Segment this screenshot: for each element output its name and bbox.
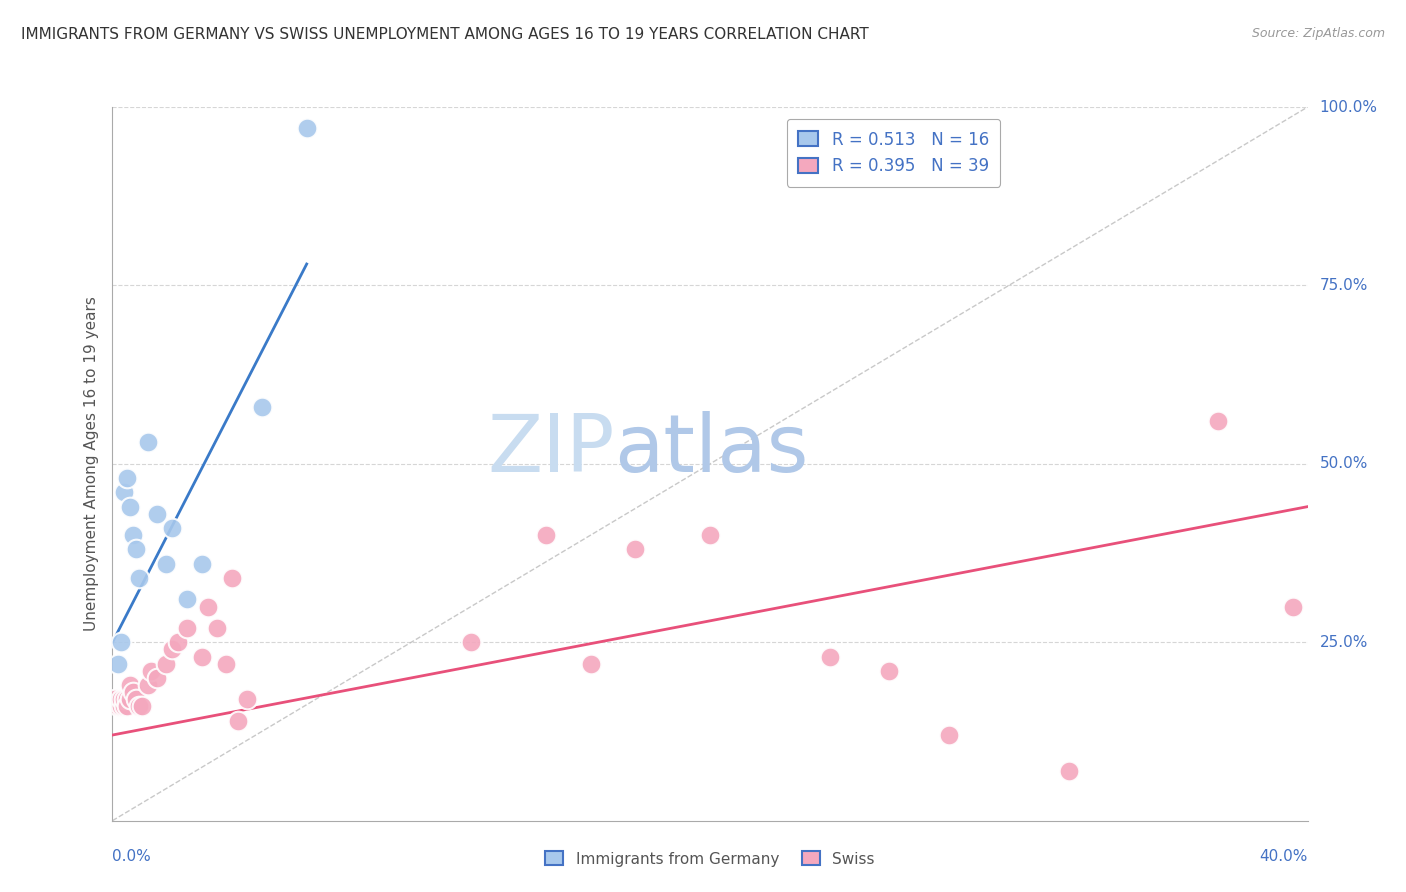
Point	[460, 635, 482, 649]
Text: IMMIGRANTS FROM GERMANY VS SWISS UNEMPLOYMENT AMONG AGES 16 TO 19 YEARS CORRELAT: IMMIGRANTS FROM GERMANY VS SWISS UNEMPLO…	[21, 27, 869, 42]
Point	[107, 699, 129, 714]
Point	[114, 699, 135, 714]
Point	[624, 542, 647, 557]
Point	[114, 485, 135, 500]
Point	[197, 599, 219, 614]
Y-axis label: Unemployment Among Ages 16 to 19 years: Unemployment Among Ages 16 to 19 years	[83, 296, 98, 632]
Point	[236, 692, 259, 706]
Point	[117, 699, 139, 714]
Text: 0.0%: 0.0%	[112, 849, 152, 864]
Point	[117, 692, 139, 706]
Text: 50.0%: 50.0%	[1319, 457, 1368, 471]
Point	[125, 542, 148, 557]
Point	[191, 557, 214, 571]
Point	[125, 692, 148, 706]
Point	[167, 635, 190, 649]
Point	[146, 507, 169, 521]
Point	[1057, 764, 1080, 778]
Point	[110, 692, 132, 706]
Point	[117, 471, 139, 485]
Point	[122, 528, 145, 542]
Point	[110, 699, 132, 714]
Point	[155, 657, 177, 671]
Point	[221, 571, 243, 585]
Point	[110, 635, 132, 649]
Point	[579, 657, 602, 671]
Point	[122, 685, 145, 699]
Point	[155, 557, 177, 571]
Point	[138, 435, 160, 450]
Text: 100.0%: 100.0%	[1319, 100, 1378, 114]
Point	[138, 678, 160, 692]
Point	[877, 664, 901, 678]
Point	[226, 714, 249, 728]
Point	[534, 528, 557, 542]
Point	[107, 657, 129, 671]
Point	[104, 692, 127, 706]
Point	[128, 571, 150, 585]
Point	[120, 678, 142, 692]
Point	[215, 657, 238, 671]
Point	[176, 621, 198, 635]
Point	[114, 692, 135, 706]
Text: 25.0%: 25.0%	[1319, 635, 1368, 649]
Point	[699, 528, 721, 542]
Point	[141, 664, 163, 678]
Point	[146, 671, 169, 685]
Point	[295, 121, 318, 136]
Point	[128, 699, 150, 714]
Legend: Immigrants from Germany, Swiss: Immigrants from Germany, Swiss	[534, 841, 886, 877]
Text: 75.0%: 75.0%	[1319, 278, 1368, 293]
Point	[818, 649, 841, 664]
Point	[120, 692, 142, 706]
Point	[191, 649, 214, 664]
Point	[162, 642, 183, 657]
Point	[1206, 414, 1229, 428]
Point	[250, 400, 273, 414]
Text: Source: ZipAtlas.com: Source: ZipAtlas.com	[1251, 27, 1385, 40]
Point	[1281, 599, 1303, 614]
Point	[131, 699, 153, 714]
Point	[162, 521, 183, 535]
Point	[120, 500, 142, 514]
Point	[176, 592, 198, 607]
Text: 40.0%: 40.0%	[1260, 849, 1308, 864]
Text: ZIP: ZIP	[486, 410, 614, 489]
Text: atlas: atlas	[614, 410, 808, 489]
Point	[205, 621, 228, 635]
Point	[938, 728, 960, 742]
